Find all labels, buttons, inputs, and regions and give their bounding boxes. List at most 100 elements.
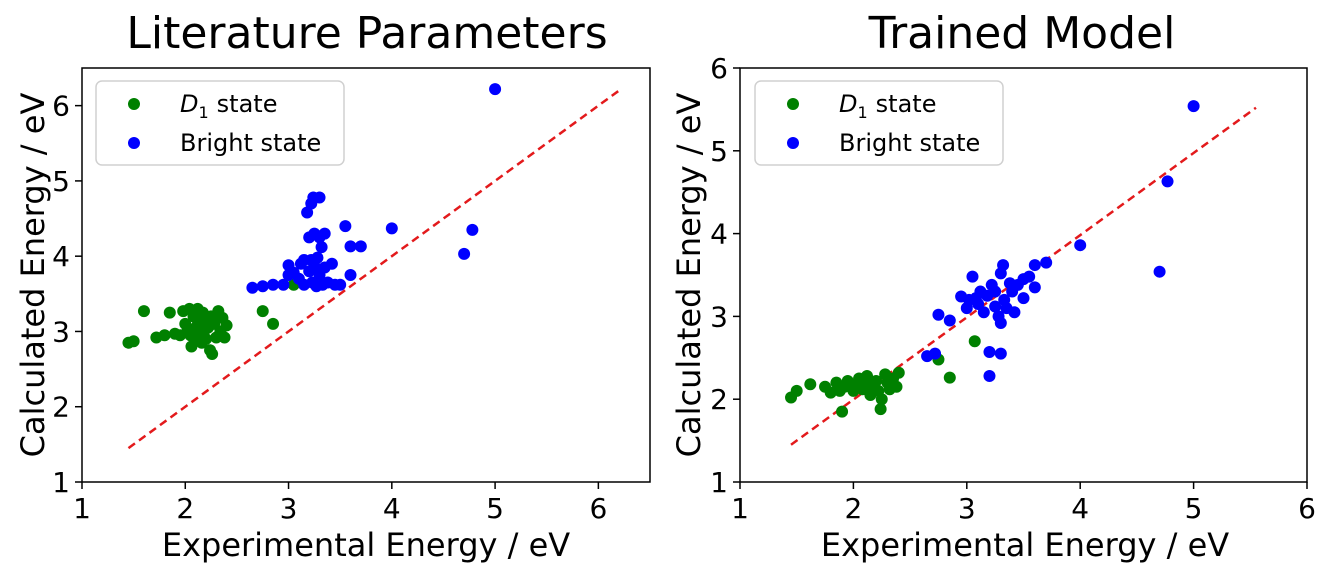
bright-point [989,285,1002,298]
d1-point [870,374,883,387]
y-tick-label: 4 [710,218,728,251]
y-tick-label: 2 [710,383,728,416]
bright-point [313,191,326,204]
reference-line [127,88,622,450]
bright-point [458,247,471,260]
points [122,83,502,361]
y-axis-label: Calculated Energy / eV [670,93,708,458]
bright-point [1153,265,1166,278]
legend-marker-bright [128,137,140,149]
bright-point [354,240,367,253]
d1-point [163,306,176,319]
bright-point [1028,259,1041,272]
bright-point [489,83,502,96]
bright-point [1161,175,1174,188]
ticks: 1 2 3 4 5 6 1 2 3 4 5 6 [710,52,1316,525]
ticks: 1 2 3 4 5 6 1 2 3 4 5 6 [52,90,607,525]
x-tick-label: 3 [958,492,976,525]
bright-point [1008,306,1021,319]
bright-point [943,314,956,327]
legend-marker-d1 [787,98,799,110]
legend: D1 state Bright state [754,80,1004,166]
bright-point [318,227,331,240]
legend-box [95,80,345,166]
bright-point [246,281,259,294]
bright-point [334,278,347,291]
d1-point [158,329,171,342]
bright-point [256,280,269,293]
d1-point [968,335,981,348]
x-tick-label: 4 [383,492,401,525]
d1-point [218,331,231,344]
legend-subscript: 1 [857,103,867,122]
x-tick-label: 1 [731,492,749,525]
x-tick-label: 4 [1071,492,1089,525]
bright-point [983,346,996,359]
y-tick-label: 5 [52,165,70,198]
legend-label-bright: Bright state [180,129,321,157]
legend-label-d1: D1 state [839,90,936,122]
x-tick-label: 1 [73,492,91,525]
y-tick-label: 2 [52,391,70,424]
y-tick-label: 4 [52,240,70,273]
reference-line-group [127,88,622,450]
d1-point [137,305,150,318]
points [785,100,1200,418]
bright-point [1028,281,1041,294]
series-bright-state [246,83,502,294]
bright-point [385,222,398,235]
bright-point [989,300,1002,313]
d1-point [220,319,233,332]
d1-point [861,370,874,383]
bright-point [966,270,979,283]
d1-point [804,378,817,391]
bright-point [344,240,357,253]
legend-d-letter: D [839,90,857,118]
x-tick-label: 6 [589,492,607,525]
x-tick-label: 2 [844,492,862,525]
series-d1-state [785,335,981,418]
legend-state-word: state [876,90,937,118]
legend-box [754,80,1004,166]
legend-label-bright: Bright state [839,129,980,157]
bright-point [466,223,479,236]
bright-point [929,347,942,360]
d1-point [256,305,269,318]
series-bright-state [921,100,1200,383]
bright-point [994,347,1007,360]
y-tick-label: 1 [52,466,70,499]
bright-point [339,220,352,233]
d1-point [790,384,803,397]
d1-point [943,371,956,384]
bright-point [1023,270,1036,283]
d1-point [892,366,905,379]
d1-point [206,348,219,361]
bright-point [1017,292,1030,305]
legend-state-word: state [217,90,278,118]
y-axis-label: Calculated Energy / eV [14,93,52,458]
x-tick-label: 2 [176,492,194,525]
d1-point [127,335,140,348]
legend-marker-d1 [128,98,140,110]
bright-point [1040,256,1053,269]
y-tick-label: 3 [52,315,70,348]
d1-point [199,332,212,345]
d1-point [824,386,837,399]
x-tick-label: 5 [486,492,504,525]
bright-point [977,306,990,319]
x-tick-label: 6 [1298,492,1316,525]
y-tick-label: 1 [710,466,728,499]
y-tick-label: 6 [52,90,70,123]
bright-point [932,308,945,321]
chart-title: Literature Parameters [126,8,607,59]
legend-label-d1: D1 state [180,90,277,122]
chart-title: Trained Model [868,8,1176,59]
bright-point [267,278,280,291]
d1-point [890,380,903,393]
d1-point [267,317,280,330]
y-tick-label: 3 [710,300,728,333]
bright-point [1187,100,1200,113]
bright-point [277,278,290,291]
